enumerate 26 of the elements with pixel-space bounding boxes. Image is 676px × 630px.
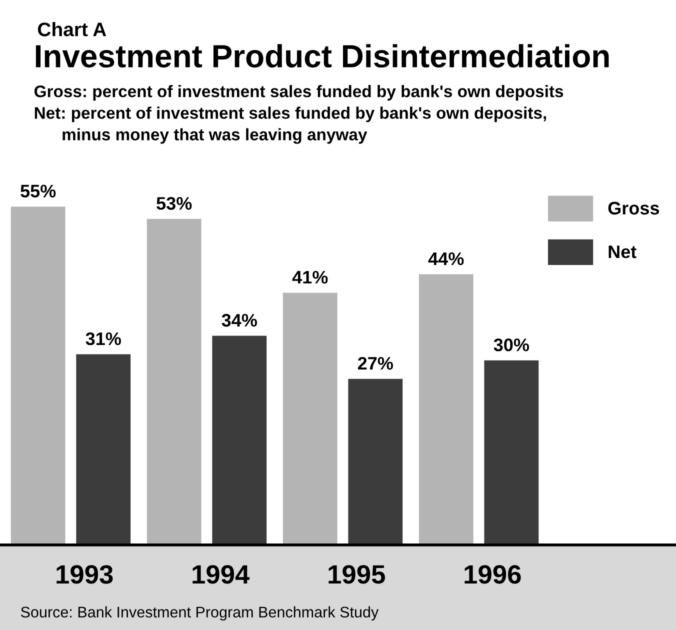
- bar: [10, 206, 66, 545]
- bar: [212, 336, 267, 545]
- data-label: 30%: [494, 338, 530, 352]
- data-label: 55%: [20, 184, 56, 198]
- bar: [146, 218, 202, 545]
- data-label: 31%: [86, 332, 121, 346]
- bar: [348, 378, 403, 545]
- data-label: 44%: [428, 252, 464, 266]
- legend-label: Net: [608, 246, 636, 258]
- x-tick-label: 1993: [56, 565, 113, 584]
- chart-subtitle: Gross: percent of investment sales funded by bank's own deposits Net: percent of investment sales funded by bank's own deposits, minus money that was leaving anyway: [34, 85, 564, 144]
- source-note: Source: Bank Investment Program Benchmark Study: [20, 606, 379, 621]
- legend-label: Gross: [608, 202, 660, 215]
- data-label: 27%: [358, 356, 393, 370]
- bar: [282, 292, 338, 545]
- x-tick-label: 1996: [464, 565, 521, 584]
- data-label: 53%: [156, 197, 192, 210]
- bar: [76, 354, 131, 545]
- x-tick-label: 1995: [328, 565, 385, 584]
- data-label: 41%: [292, 270, 328, 284]
- bar: [484, 360, 539, 545]
- x-tick-label: 1994: [192, 565, 250, 584]
- data-label: 34%: [222, 314, 257, 327]
- chart-title: Investment Product Disintermediation: [36, 44, 609, 68]
- text: Chart A: [38, 22, 106, 36]
- bar: [418, 274, 474, 545]
